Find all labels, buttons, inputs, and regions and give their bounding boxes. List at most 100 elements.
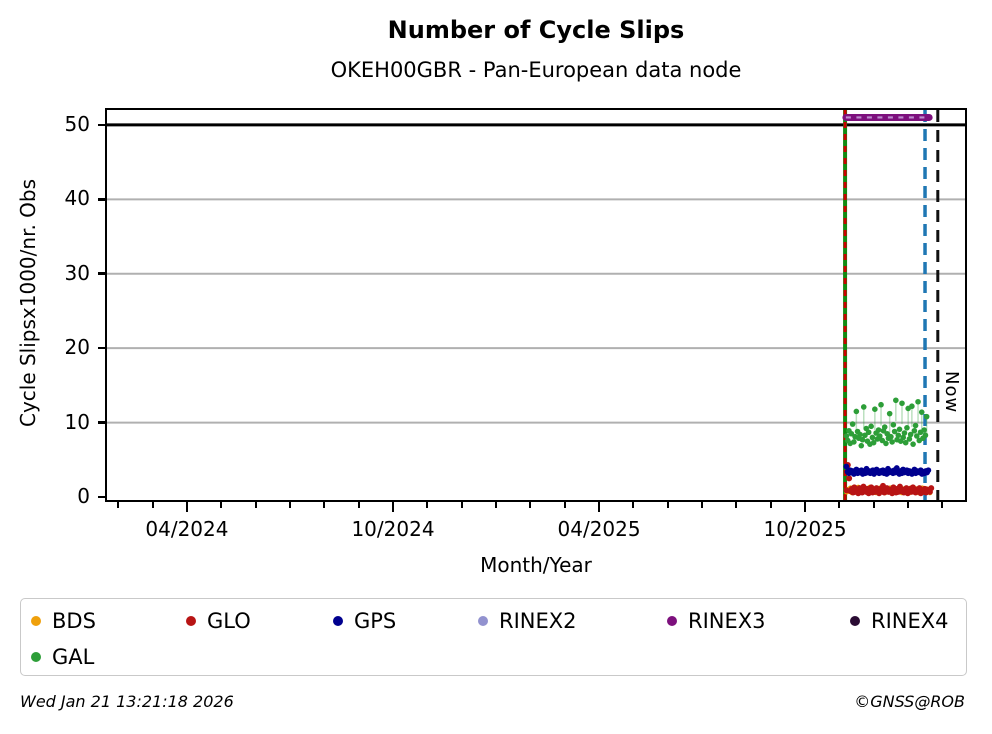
footer-credit: ©GNSS@ROB (854, 692, 965, 711)
point-GAL (918, 409, 925, 415)
point-GAL (849, 421, 856, 427)
legend-dot-rinex3 (667, 616, 677, 626)
point-GAL (859, 436, 866, 443)
y-tick (98, 495, 107, 499)
point-GAL (899, 400, 905, 407)
x-tick-minor (151, 502, 154, 508)
legend-label: BDS (52, 609, 96, 633)
point-GAL (843, 433, 850, 439)
point-GAL (896, 426, 903, 433)
y-tick-label: 20 (64, 335, 90, 360)
point-GAL (907, 431, 914, 438)
x-tick-label: 04/2024 (145, 517, 229, 541)
x-tick-minor (288, 502, 291, 508)
point-GAL (910, 441, 916, 447)
y-tick-label: 0 (77, 484, 90, 509)
point-GAL (868, 423, 874, 430)
legend-label: RINEX4 (871, 609, 949, 633)
y-tick-label: 40 (64, 186, 90, 211)
legend-dot-rinex2 (478, 616, 488, 626)
x-tick-minor (666, 502, 669, 508)
x-tick-minor (872, 502, 875, 508)
legend-item-bds: BDS (31, 607, 96, 635)
point-GPS (925, 467, 932, 474)
x-tick-minor (735, 502, 738, 508)
x-tick-minor (426, 502, 429, 508)
legend-item-rinex3: RINEX3 (667, 607, 766, 635)
legend-dot-bds (31, 616, 41, 626)
x-tick-major (597, 502, 601, 512)
legend-dot-rinex4 (850, 616, 860, 626)
chart-subtitle: OKEH00GBR - Pan-European data node (330, 58, 742, 82)
legend-item-gal: GAL (31, 643, 94, 671)
point-GAL (890, 422, 897, 428)
legend-item-rinex2: RINEX2 (478, 607, 577, 635)
y-tick-label: 10 (64, 409, 90, 434)
legend-label: GLO (207, 609, 251, 633)
x-tick-minor (701, 502, 704, 508)
point-GAL (865, 429, 872, 436)
legend-dot-glo (186, 616, 196, 626)
legend-item-rinex4: RINEX4 (850, 607, 949, 635)
point-GAL (860, 404, 867, 410)
legend: BDS GLO GPS RINEX2 RINEX3 RINEX4 GAL (20, 598, 967, 676)
x-tick-minor (941, 502, 944, 508)
point-GAL (915, 398, 921, 405)
x-axis-label: Month/Year (480, 553, 592, 577)
x-tick-minor (254, 502, 257, 508)
x-tick-major (185, 502, 189, 512)
x-tick-label: 10/2024 (351, 517, 435, 541)
point-GAL (895, 432, 902, 439)
point-GAL (914, 433, 920, 439)
legend-label: GPS (354, 609, 397, 633)
point-GAL (900, 434, 907, 441)
x-tick-minor (357, 502, 360, 508)
x-tick-minor (323, 502, 326, 508)
x-tick-minor (769, 502, 772, 508)
point-GAL (921, 427, 928, 433)
x-tick-minor (907, 502, 910, 508)
legend-dot-gps (333, 616, 343, 626)
legend-label: GAL (52, 645, 95, 669)
point-GAL (886, 410, 893, 417)
point-GAL (878, 401, 884, 408)
point-GLO (846, 475, 853, 482)
plot-area (105, 108, 967, 502)
point-GAL (851, 439, 857, 445)
point-GAL (869, 434, 876, 441)
x-tick-major (391, 502, 395, 512)
x-tick-minor (460, 502, 463, 508)
x-tick-minor (563, 502, 566, 508)
x-tick-minor (117, 502, 120, 508)
legend-dot-gal (31, 652, 41, 662)
point-GAL (902, 439, 909, 446)
point-GPS (843, 463, 850, 470)
point-GAL (893, 397, 899, 404)
point-GAL (875, 427, 882, 433)
point-GAL (881, 424, 888, 430)
point-GAL (858, 442, 865, 449)
chart-title: Number of Cycle Slips (387, 16, 685, 44)
now-label: Now (941, 371, 962, 414)
point-GAL (888, 433, 894, 440)
legend-item-gps: GPS (333, 607, 396, 635)
y-tick (98, 198, 107, 201)
y-tick (98, 123, 107, 127)
chart-canvas (107, 110, 965, 500)
point-GAL (889, 439, 895, 445)
point-GAL (857, 431, 863, 438)
x-tick-minor (632, 502, 635, 508)
point-GAL (911, 427, 918, 434)
point-GAL (904, 425, 910, 431)
legend-label: RINEX2 (499, 609, 577, 633)
x-tick-minor (529, 502, 532, 508)
point-GLO (928, 485, 935, 492)
y-tick (98, 346, 107, 350)
x-tick-minor (495, 502, 498, 508)
point-GAL (901, 430, 908, 436)
point-GAL (912, 422, 919, 429)
y-axis-label: Cycle Slipsx1000/nr. Obs (16, 178, 40, 428)
y-tick-label: 50 (64, 111, 90, 136)
x-tick-major (803, 502, 807, 512)
